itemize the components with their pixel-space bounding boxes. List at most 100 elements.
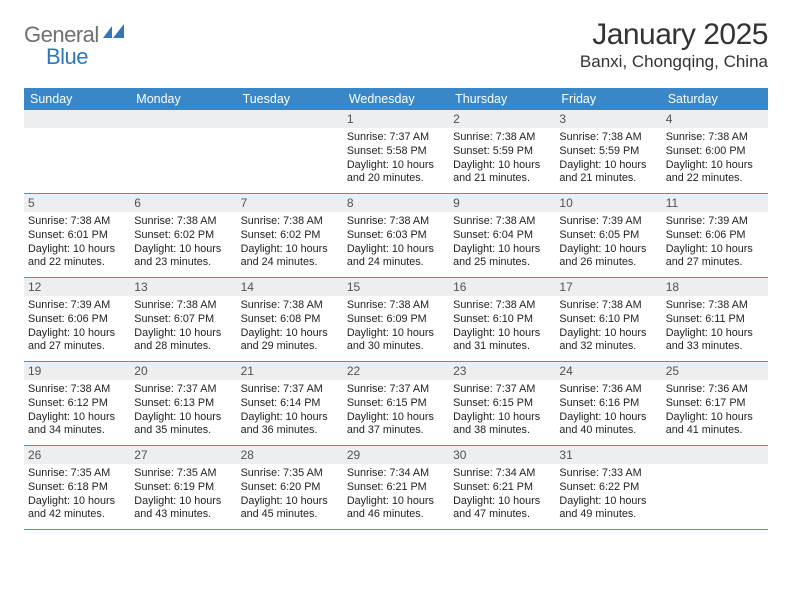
day-line: Daylight: 10 hours: [453, 411, 553, 425]
day-line: Daylight: 10 hours: [134, 495, 234, 509]
day-line: Sunrise: 7:39 AM: [666, 215, 766, 229]
day-line: and 24 minutes.: [241, 256, 341, 270]
day-body: Sunrise: 7:36 AMSunset: 6:17 PMDaylight:…: [662, 380, 768, 441]
day-cell: 15Sunrise: 7:38 AMSunset: 6:09 PMDayligh…: [343, 278, 449, 361]
day-number: 18: [662, 278, 768, 296]
day-line: and 22 minutes.: [666, 172, 766, 186]
day-line: and 27 minutes.: [28, 340, 128, 354]
day-line: Sunrise: 7:37 AM: [134, 383, 234, 397]
day-cell: 10Sunrise: 7:39 AMSunset: 6:05 PMDayligh…: [555, 194, 661, 277]
day-line: and 32 minutes.: [559, 340, 659, 354]
day-body: Sunrise: 7:35 AMSunset: 6:20 PMDaylight:…: [237, 464, 343, 525]
day-body: Sunrise: 7:36 AMSunset: 6:16 PMDaylight:…: [555, 380, 661, 441]
day-number: 8: [343, 194, 449, 212]
day-body: Sunrise: 7:38 AMSunset: 6:04 PMDaylight:…: [449, 212, 555, 273]
day-line: Sunset: 6:21 PM: [347, 481, 447, 495]
day-line: Sunset: 6:01 PM: [28, 229, 128, 243]
day-body: Sunrise: 7:38 AMSunset: 6:00 PMDaylight:…: [662, 128, 768, 189]
day-line: Daylight: 10 hours: [666, 411, 766, 425]
day-line: Sunrise: 7:36 AM: [666, 383, 766, 397]
day-line: Daylight: 10 hours: [28, 495, 128, 509]
day-line: Daylight: 10 hours: [28, 327, 128, 341]
day-number: 13: [130, 278, 236, 296]
day-body: Sunrise: 7:38 AMSunset: 6:03 PMDaylight:…: [343, 212, 449, 273]
day-line: and 43 minutes.: [134, 508, 234, 522]
day-line: Sunset: 5:58 PM: [347, 145, 447, 159]
day-line: Sunset: 6:14 PM: [241, 397, 341, 411]
day-line: and 23 minutes.: [134, 256, 234, 270]
day-line: and 36 minutes.: [241, 424, 341, 438]
day-cell: 2Sunrise: 7:38 AMSunset: 5:59 PMDaylight…: [449, 110, 555, 193]
day-line: Daylight: 10 hours: [134, 411, 234, 425]
day-number: 5: [24, 194, 130, 212]
day-line: Sunrise: 7:38 AM: [134, 299, 234, 313]
day-line: Sunrise: 7:37 AM: [347, 383, 447, 397]
weeks-container: 1Sunrise: 7:37 AMSunset: 5:58 PMDaylight…: [24, 110, 768, 530]
day-line: Daylight: 10 hours: [453, 495, 553, 509]
day-line: Sunset: 6:06 PM: [28, 313, 128, 327]
day-number: [24, 110, 130, 128]
day-cell: 21Sunrise: 7:37 AMSunset: 6:14 PMDayligh…: [237, 362, 343, 445]
day-body: Sunrise: 7:38 AMSunset: 6:10 PMDaylight:…: [449, 296, 555, 357]
day-line: Daylight: 10 hours: [241, 243, 341, 257]
day-cell: 11Sunrise: 7:39 AMSunset: 6:06 PMDayligh…: [662, 194, 768, 277]
day-cell: 4Sunrise: 7:38 AMSunset: 6:00 PMDaylight…: [662, 110, 768, 193]
day-body: Sunrise: 7:38 AMSunset: 6:11 PMDaylight:…: [662, 296, 768, 357]
day-cell: 22Sunrise: 7:37 AMSunset: 6:15 PMDayligh…: [343, 362, 449, 445]
day-line: and 45 minutes.: [241, 508, 341, 522]
day-body: Sunrise: 7:33 AMSunset: 6:22 PMDaylight:…: [555, 464, 661, 525]
day-line: Sunset: 5:59 PM: [453, 145, 553, 159]
day-cell: 8Sunrise: 7:38 AMSunset: 6:03 PMDaylight…: [343, 194, 449, 277]
day-line: and 35 minutes.: [134, 424, 234, 438]
day-body: [662, 464, 768, 470]
day-body: [237, 128, 343, 134]
day-cell: 7Sunrise: 7:38 AMSunset: 6:02 PMDaylight…: [237, 194, 343, 277]
day-cell: [237, 110, 343, 193]
day-number: 11: [662, 194, 768, 212]
day-line: Sunset: 6:05 PM: [559, 229, 659, 243]
month-title: January 2025: [580, 18, 768, 52]
day-line: and 26 minutes.: [559, 256, 659, 270]
day-cell: [662, 446, 768, 529]
day-cell: 16Sunrise: 7:38 AMSunset: 6:10 PMDayligh…: [449, 278, 555, 361]
day-line: Sunrise: 7:38 AM: [347, 215, 447, 229]
day-body: Sunrise: 7:35 AMSunset: 6:18 PMDaylight:…: [24, 464, 130, 525]
day-number: 2: [449, 110, 555, 128]
day-cell: 17Sunrise: 7:38 AMSunset: 6:10 PMDayligh…: [555, 278, 661, 361]
day-line: Daylight: 10 hours: [559, 327, 659, 341]
day-number: 10: [555, 194, 661, 212]
day-line: Sunset: 6:09 PM: [347, 313, 447, 327]
day-cell: 19Sunrise: 7:38 AMSunset: 6:12 PMDayligh…: [24, 362, 130, 445]
day-number: 27: [130, 446, 236, 464]
day-line: Daylight: 10 hours: [559, 159, 659, 173]
day-number: [662, 446, 768, 464]
day-number: 26: [24, 446, 130, 464]
day-cell: 9Sunrise: 7:38 AMSunset: 6:04 PMDaylight…: [449, 194, 555, 277]
day-line: Sunset: 6:10 PM: [453, 313, 553, 327]
day-cell: 12Sunrise: 7:39 AMSunset: 6:06 PMDayligh…: [24, 278, 130, 361]
day-line: and 46 minutes.: [347, 508, 447, 522]
day-line: and 37 minutes.: [347, 424, 447, 438]
day-line: Daylight: 10 hours: [453, 159, 553, 173]
day-line: and 25 minutes.: [453, 256, 553, 270]
day-cell: 5Sunrise: 7:38 AMSunset: 6:01 PMDaylight…: [24, 194, 130, 277]
weekday-header-row: Sunday Monday Tuesday Wednesday Thursday…: [24, 88, 768, 110]
calendar-grid: Sunday Monday Tuesday Wednesday Thursday…: [24, 88, 768, 530]
day-body: Sunrise: 7:39 AMSunset: 6:05 PMDaylight:…: [555, 212, 661, 273]
day-line: Sunset: 6:06 PM: [666, 229, 766, 243]
day-body: Sunrise: 7:37 AMSunset: 5:58 PMDaylight:…: [343, 128, 449, 189]
day-cell: 31Sunrise: 7:33 AMSunset: 6:22 PMDayligh…: [555, 446, 661, 529]
day-number: [130, 110, 236, 128]
day-line: Sunrise: 7:36 AM: [559, 383, 659, 397]
logo-text-blue: Blue: [46, 44, 88, 70]
day-line: Sunset: 6:20 PM: [241, 481, 341, 495]
day-line: Sunrise: 7:35 AM: [241, 467, 341, 481]
day-line: Daylight: 10 hours: [241, 411, 341, 425]
day-line: Daylight: 10 hours: [559, 243, 659, 257]
day-line: Daylight: 10 hours: [666, 327, 766, 341]
day-body: Sunrise: 7:38 AMSunset: 6:02 PMDaylight:…: [130, 212, 236, 273]
day-line: Sunrise: 7:38 AM: [241, 215, 341, 229]
week-row: 5 Sunrise: 7:38 AM Sunset: 6:01 PM Daylight…: [24, 194, 768, 278]
day-number: 20: [130, 362, 236, 380]
day-cell: 27Sunrise: 7:35 AMSunset: 6:19 PMDayligh…: [130, 446, 236, 529]
